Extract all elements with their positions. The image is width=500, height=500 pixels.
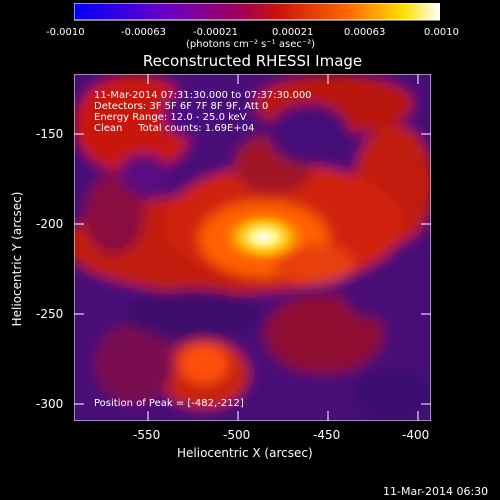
axis-ticks (74, 74, 431, 421)
x-tick-label: -450 (313, 428, 341, 442)
annotation-counts: Clean Total counts: 1.69E+04 (94, 123, 255, 134)
x-axis-label: Heliocentric X (arcsec) (177, 446, 313, 460)
y-tick-label: -250 (36, 307, 64, 321)
footer-timestamp: 11-Mar-2014 06:30 (383, 485, 489, 498)
colorbar-tick-label: 0.0010 (424, 27, 459, 38)
x-tick-label: -550 (133, 428, 161, 442)
image-title: Reconstructed RHESSI Image (142, 52, 363, 70)
colorbar (74, 3, 440, 21)
colorbar-tick-label: -0.00021 (193, 27, 238, 38)
colorbar-tick-label: -0.0010 (46, 27, 85, 38)
colorbar-tick-label: 0.00021 (272, 27, 314, 38)
colorbar-tick-label: 0.00063 (344, 27, 386, 38)
annotation-energy-range: Energy Range: 12.0 - 25.0 keV (94, 112, 247, 123)
x-tick-label: -400 (402, 428, 430, 442)
y-tick-label: -300 (36, 397, 64, 411)
annotation-detectors: Detectors: 3F 5F 6F 7F 8F 9F, Att 0 (94, 101, 269, 112)
y-tick-label: -200 (36, 217, 64, 231)
colorbar-unit-label: (photons cm⁻² s⁻¹ asec⁻²) (186, 39, 316, 50)
peak-position-label: Position of Peak = [-482,-212] (94, 398, 244, 409)
annotation-time-range: 11-Mar-2014 07:31:30.000 to 07:37:30.000 (94, 90, 312, 101)
y-tick-label: -150 (36, 127, 64, 141)
rhessi-image (74, 74, 431, 421)
flare-peak (216, 207, 312, 267)
x-tick-label: -500 (223, 428, 251, 442)
y-axis-label: Heliocentric Y (arcsec) (10, 191, 24, 327)
colorbar-tick-label: -0.00063 (121, 27, 166, 38)
